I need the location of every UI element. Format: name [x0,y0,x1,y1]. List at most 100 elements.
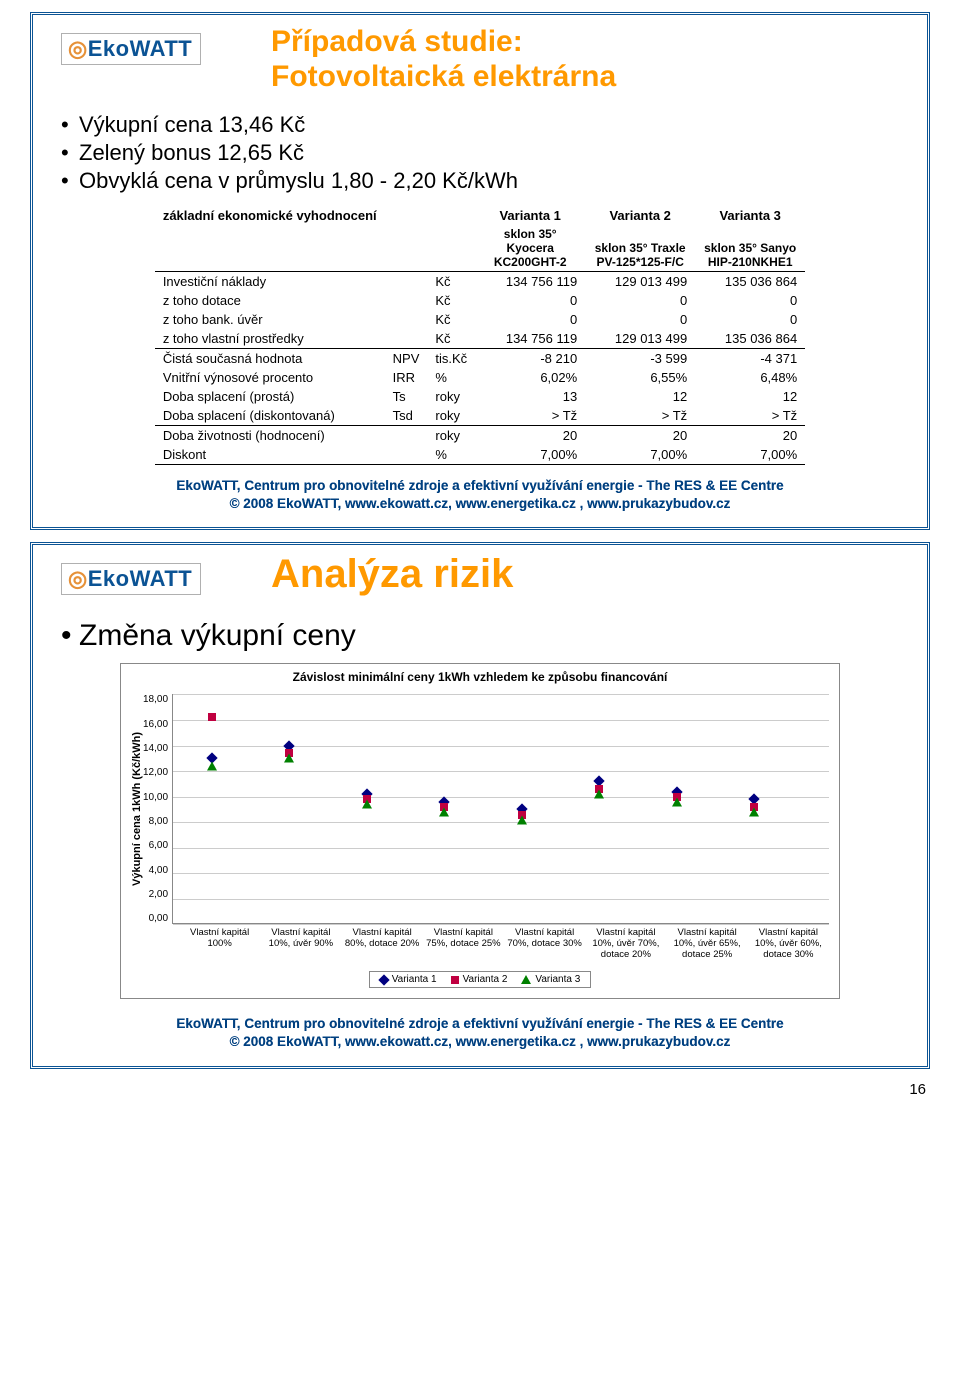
bullet-text: Zelený bonus 12,65 Kč [79,140,304,166]
table-cell [385,272,428,292]
grid-line [173,848,829,849]
bullet-dot-icon: • [61,140,79,166]
chart-yaxis: 18,0016,0014,0012,0010,008,006,004,002,0… [143,694,172,924]
logo-watt: WATT [130,566,193,591]
slide-footer: EkoWATT, Centrum pro obnovitelné zdroje … [61,477,899,513]
ytick-label: 6,00 [149,840,168,851]
table-row: Doba splacení (prostá)Tsroky131212 [155,387,805,406]
bullet-dot-icon: • [61,619,79,653]
logo-swirl-icon: ◎ [68,36,88,61]
bullet-list: •Výkupní cena 13,46 Kč•Zelený bonus 12,6… [61,112,899,194]
table-cell: Kč [427,272,475,292]
table-header-cell: Varianta 1 [475,206,585,225]
table-cell: Kč [427,310,475,329]
table-cell: 135 036 864 [695,329,805,349]
table-cell: Investiční náklady [155,272,385,292]
table-cell: Kč [427,329,475,349]
ytick-label: 8,00 [149,816,168,827]
xtick-label: Vlastní kapitál 75%, dotace 25% [423,928,504,961]
table-cell: -3 599 [585,349,695,369]
table-cell: Ts [385,387,428,406]
chart-marker [284,754,294,763]
chart-marker [207,761,217,770]
table-cell: 0 [475,310,585,329]
table-cell: 129 013 499 [585,272,695,292]
table-cell: 129 013 499 [585,329,695,349]
table-cell: -8 210 [475,349,585,369]
logo-eko: Eko [88,36,130,61]
bullet-list: • Změna výkupní ceny [61,619,899,653]
chart-marker [594,790,604,799]
table-cell: 7,00% [585,445,695,465]
table-cell: % [427,445,475,465]
chart-legend: Varianta 1 Varianta 2 Varianta 3 [369,971,592,988]
table-subheader-cell [385,225,428,272]
bullet-item: • Změna výkupní ceny [61,619,899,653]
table-cell: 0 [695,291,805,310]
square-marker-icon [451,976,459,984]
table-subheader-row: sklon 35° Kyocera KC200GHT-2sklon 35° Tr… [155,225,805,272]
table-cell: Doba splacení (prostá) [155,387,385,406]
chart-ylabel: Výkupní cena 1kWh (Kč/kWh) [131,694,143,924]
table-header-cell [427,206,475,225]
ytick-label: 4,00 [149,865,168,876]
bullet-item: •Zelený bonus 12,65 Kč [61,140,899,166]
chart-xaxis: Vlastní kapitál 100% Vlastní kapitál 10%,… [179,928,829,961]
ekowatt-logo: ◎EkoWATT [61,33,201,65]
table-cell: 0 [475,291,585,310]
table-cell [385,445,428,465]
table-cell: roky [427,387,475,406]
table-cell: IRR [385,368,428,387]
legend-label: Varianta 3 [535,974,580,985]
table-row: Doba životnosti (hodnocení)roky202020 [155,426,805,446]
triangle-marker-icon [521,975,531,984]
xtick-label: Vlastní kapitál 10%, úvěr 65%, dotace 25… [667,928,748,961]
table-cell: Vnitřní výnosové procento [155,368,385,387]
grid-line [173,822,829,823]
table-cell: 134 756 119 [475,272,585,292]
xtick-label: Vlastní kapitál 100% [179,928,260,961]
grid-line [173,694,829,695]
legend-item-3: Varianta 3 [521,974,580,985]
xtick-label: Vlastní kapitál 70%, dotace 30% [504,928,585,961]
bullet-dot-icon: • [61,168,79,194]
table-cell: 12 [695,387,805,406]
table-cell: NPV [385,349,428,369]
table-subheader-cell [427,225,475,272]
footer-line-1: EkoWATT, Centrum pro obnovitelné zdroje … [176,1016,783,1031]
chart-marker [439,807,449,816]
table-cell: Doba splacení (diskontovaná) [155,406,385,426]
grid-line [173,771,829,772]
page-number: 16 [30,1081,930,1098]
legend-label: Varianta 2 [463,974,508,985]
ytick-label: 10,00 [143,792,168,803]
table-cell: 6,55% [585,368,695,387]
table-cell: 7,00% [475,445,585,465]
ytick-label: 12,00 [143,767,168,778]
chart-marker [517,815,527,824]
legend-label: Varianta 1 [392,974,437,985]
table-cell: z toho dotace [155,291,385,310]
table-cell: 0 [695,310,805,329]
table-cell: roky [427,406,475,426]
table-cell: 134 756 119 [475,329,585,349]
diamond-marker-icon [378,974,389,985]
slide-case-study: ◎EkoWATT Případová studie:Fotovoltaická … [30,12,930,530]
table-cell: 0 [585,291,695,310]
chart-title: Závislost minimální ceny 1kWh vzhledem k… [131,670,829,684]
bullet-dot-icon: • [61,112,79,138]
ekowatt-logo: ◎EkoWATT [61,563,201,595]
table-cell: Diskont [155,445,385,465]
chart-marker [208,713,216,721]
table-header-cell: základní ekonomické vyhodnocení [155,206,385,225]
chart-marker [749,807,759,816]
table-cell: z toho vlastní prostředky [155,329,385,349]
table-row: Čistá současná hodnotaNPVtis.Kč-8 210-3 … [155,349,805,369]
slide-title: Případová studie:Fotovoltaická elektrárn… [271,25,899,94]
legend-item-1: Varianta 1 [380,974,437,985]
grid-line [173,746,829,747]
table-subheader-cell [155,225,385,272]
table-cell: Čistá současná hodnota [155,349,385,369]
footer-line-1: EkoWATT, Centrum pro obnovitelné zdroje … [176,478,783,493]
table-subheader-cell: sklon 35° Traxle PV-125*125-F/C [585,225,695,272]
